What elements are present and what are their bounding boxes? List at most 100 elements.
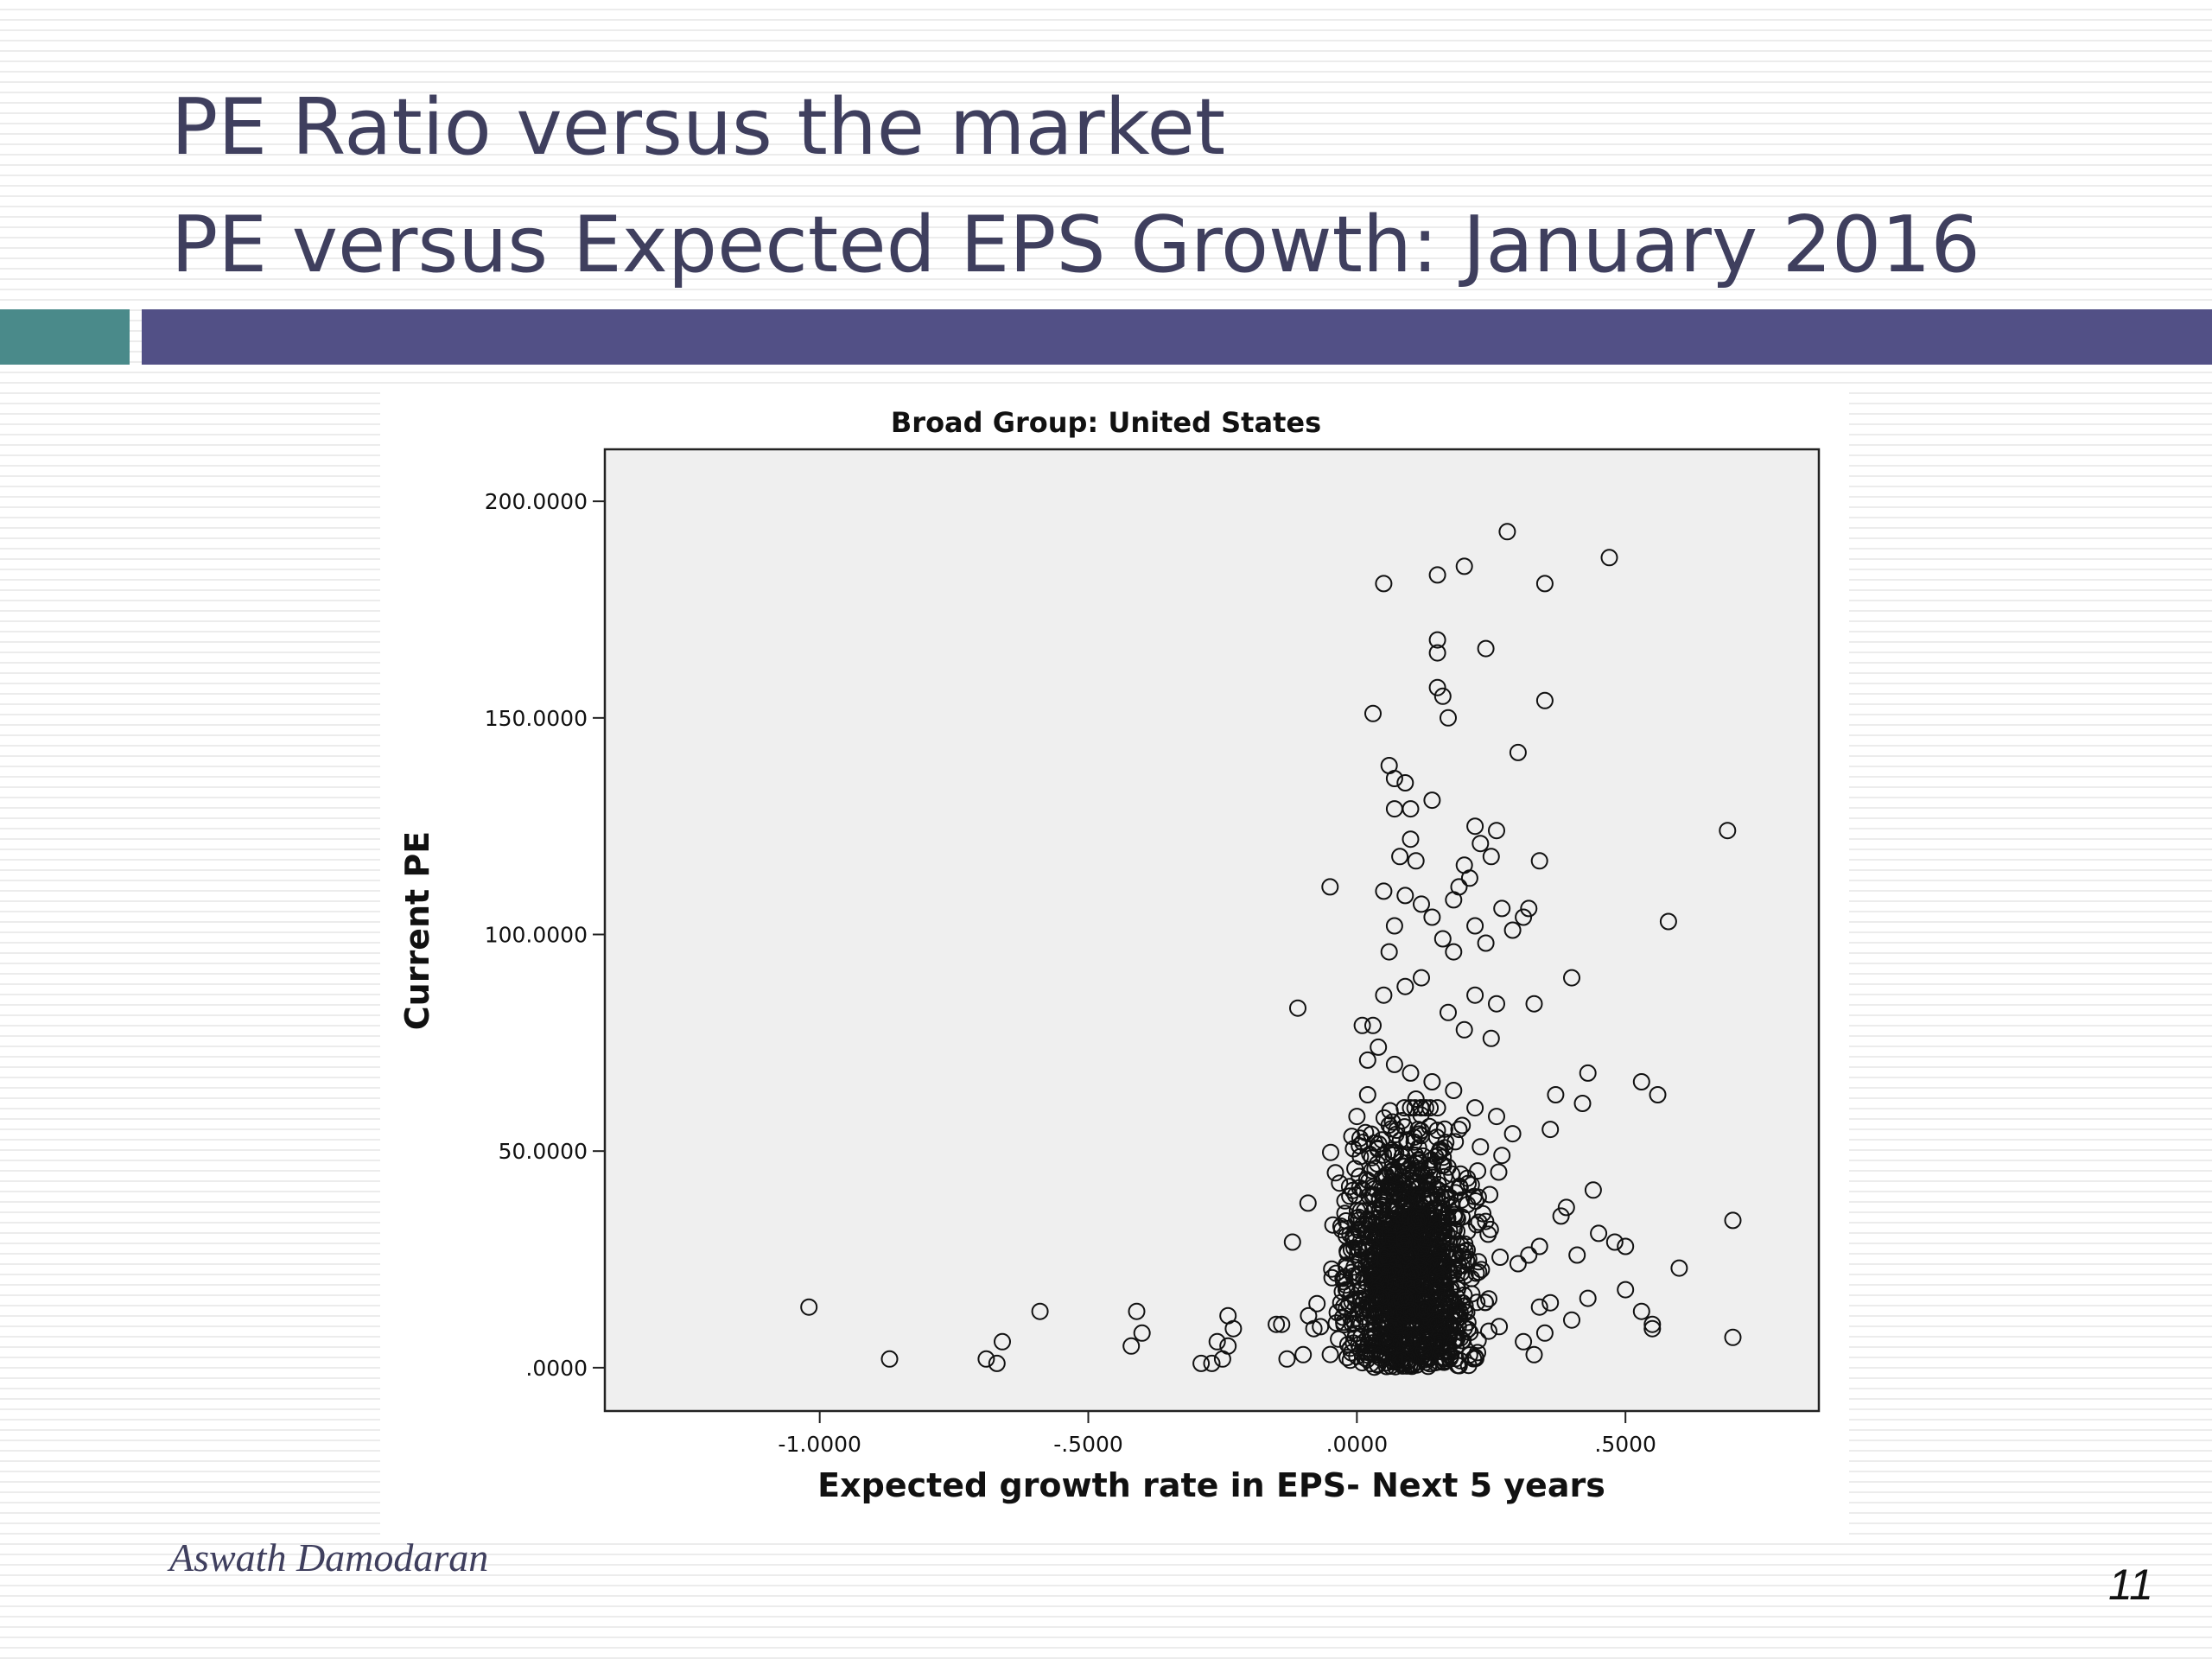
data-point — [1428, 566, 1446, 584]
data-point — [1579, 1289, 1597, 1307]
data-point — [1321, 1345, 1339, 1363]
data-point — [1466, 917, 1484, 935]
data-point — [1433, 930, 1452, 948]
data-point — [1340, 1178, 1358, 1196]
data-point — [1552, 1207, 1570, 1225]
data-point — [1470, 1213, 1488, 1231]
data-point — [1400, 1351, 1418, 1370]
data-point — [1192, 1354, 1211, 1372]
data-point — [1432, 1252, 1450, 1270]
data-point — [1395, 1237, 1413, 1255]
chart-title: Broad Group: United States — [891, 406, 1321, 439]
data-point — [1435, 1167, 1453, 1185]
data-point — [1324, 1216, 1342, 1234]
data-point — [1338, 1300, 1356, 1317]
data-point — [1403, 1262, 1421, 1280]
data-point — [1724, 1328, 1742, 1346]
data-point — [1385, 770, 1403, 787]
x-axis-title: Expected growth rate in EPS- Next 5 year… — [817, 1466, 1605, 1504]
data-point — [1605, 1233, 1624, 1251]
data-point — [1380, 1116, 1398, 1135]
data-point — [1391, 1351, 1409, 1370]
data-point — [1600, 549, 1618, 567]
data-point — [1446, 1208, 1463, 1226]
data-point — [1493, 899, 1511, 918]
data-point — [1468, 1294, 1486, 1312]
data-point — [1351, 1179, 1369, 1197]
data-point — [1617, 1281, 1635, 1299]
data-point — [1338, 1259, 1356, 1277]
data-point — [1535, 575, 1554, 593]
data-point — [1391, 848, 1409, 866]
data-point — [1450, 1357, 1468, 1375]
data-point — [1363, 1161, 1381, 1179]
data-point — [1429, 1232, 1447, 1250]
data-point — [1407, 1090, 1425, 1108]
data-point — [1299, 1194, 1317, 1212]
data-point — [1321, 878, 1339, 896]
data-point — [1568, 1246, 1586, 1264]
slide-title: PE Ratio versus the market PE versus Exp… — [171, 69, 1980, 304]
data-point — [1436, 1185, 1454, 1204]
data-point — [1343, 1263, 1361, 1281]
data-points — [800, 523, 1742, 1376]
data-point — [1509, 1255, 1527, 1273]
data-point — [1345, 1239, 1363, 1257]
data-point — [1128, 1302, 1146, 1320]
data-point — [1383, 1113, 1402, 1131]
data-point — [1294, 1345, 1313, 1363]
data-point — [1396, 1193, 1414, 1211]
data-point — [1390, 1184, 1408, 1202]
data-point — [1385, 1143, 1403, 1161]
data-point — [1337, 1281, 1355, 1299]
data-point — [1448, 1236, 1466, 1254]
data-point — [1466, 1099, 1484, 1117]
data-point — [1535, 691, 1554, 709]
data-point — [1331, 1174, 1349, 1192]
data-point — [1428, 1099, 1446, 1117]
data-point — [1459, 1223, 1477, 1241]
data-point — [1352, 1315, 1370, 1333]
data-point — [1440, 1297, 1459, 1315]
data-point — [1383, 1162, 1402, 1180]
data-point — [1312, 1318, 1330, 1336]
data-point — [1455, 1020, 1473, 1039]
data-point — [1416, 1232, 1434, 1250]
data-point — [1563, 969, 1580, 987]
data-point — [1466, 986, 1484, 1004]
plot-area — [603, 448, 1821, 1413]
data-point — [1354, 1216, 1372, 1234]
data-point — [1392, 1191, 1410, 1209]
data-point — [1724, 1211, 1742, 1230]
slide-title-line1: PE Ratio versus the market — [171, 82, 1226, 173]
data-point — [1338, 1227, 1355, 1245]
data-point — [1358, 1051, 1376, 1069]
data-point — [1427, 1147, 1445, 1166]
data-point — [1428, 678, 1446, 696]
x-axis: -1.0000 -.5000 .0000 .5000 — [778, 1411, 1656, 1457]
data-point — [1395, 1303, 1414, 1321]
data-point — [1547, 1086, 1565, 1103]
data-point — [1406, 1211, 1424, 1230]
data-point — [1395, 1231, 1414, 1249]
data-point — [1203, 1354, 1221, 1372]
x-tick-label: -.5000 — [1053, 1432, 1123, 1457]
data-point — [1472, 1261, 1491, 1279]
data-point — [1491, 1318, 1509, 1336]
data-point — [1398, 1190, 1416, 1208]
data-point — [1348, 1108, 1366, 1126]
data-point — [1402, 1064, 1420, 1082]
data-point — [1446, 1133, 1465, 1151]
data-point — [1358, 1351, 1376, 1369]
data-point — [1224, 1319, 1243, 1338]
data-point — [1482, 848, 1500, 866]
data-point — [1659, 912, 1677, 931]
data-point — [1413, 969, 1430, 987]
data-point — [1328, 1304, 1346, 1321]
data-point — [1376, 1332, 1395, 1350]
data-point — [1541, 1294, 1560, 1312]
data-point — [1448, 1210, 1466, 1228]
data-point — [1429, 1315, 1447, 1333]
data-point — [1273, 1315, 1291, 1333]
data-point — [1477, 1294, 1494, 1312]
